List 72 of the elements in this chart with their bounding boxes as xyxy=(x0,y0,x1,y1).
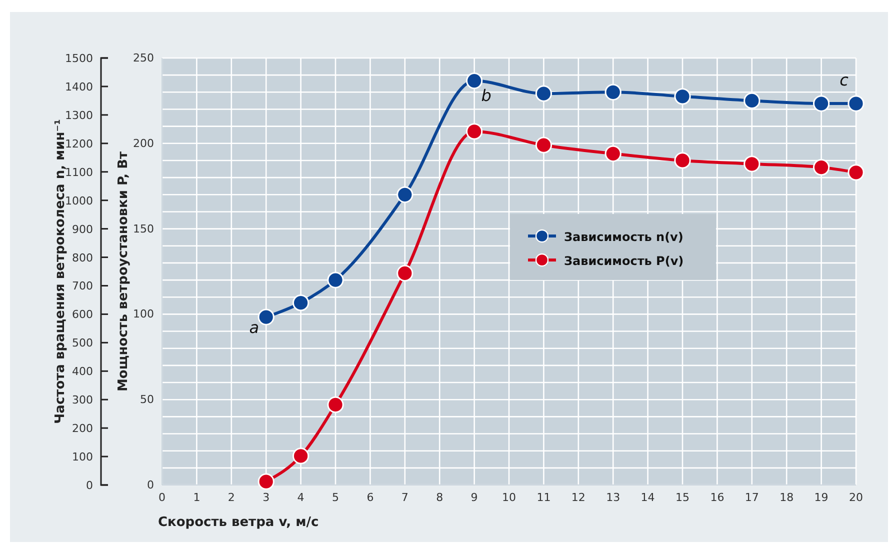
y2-tick-label: 1400 xyxy=(65,80,93,94)
point xyxy=(674,152,691,169)
point xyxy=(258,308,274,326)
y-axis-title: Мощность ветроустановки P, Вт xyxy=(116,150,131,392)
x-tick-label: 2 xyxy=(228,490,235,504)
x-tick-label: 20 xyxy=(849,490,863,504)
y-tick-label: 200 xyxy=(133,136,154,150)
point xyxy=(327,272,344,288)
point xyxy=(258,473,274,490)
y2-tick-label: 1100 xyxy=(65,166,93,179)
x-tick-label: 5 xyxy=(332,490,339,504)
point xyxy=(812,159,830,176)
y2-tick-label: 0 xyxy=(86,479,93,492)
y-tick-label: 150 xyxy=(133,222,154,236)
y2-tick-label: 700 xyxy=(72,280,93,293)
x-tick-label: 17 xyxy=(744,490,759,504)
legend-label: Зависимость P(v) xyxy=(564,254,684,268)
x-tick-label: 10 xyxy=(502,490,516,504)
x-tick-label: 14 xyxy=(640,490,655,504)
annotation: b xyxy=(481,86,492,105)
x-tick-label: 4 xyxy=(297,490,304,504)
x-tick-label: 15 xyxy=(676,490,690,504)
point xyxy=(812,95,830,112)
point xyxy=(292,448,310,464)
x-tick-label: 18 xyxy=(780,490,794,504)
point xyxy=(466,123,483,140)
y2-tick-label: 300 xyxy=(72,394,93,407)
y-tick-label: 0 xyxy=(147,478,154,492)
y2-tick-label: 1500 xyxy=(65,52,93,65)
y-tick-label: 100 xyxy=(133,308,154,321)
point xyxy=(604,145,622,162)
point xyxy=(535,85,552,102)
point xyxy=(848,95,864,112)
y2-tick-label: 600 xyxy=(72,308,93,322)
y2-tick-label: 500 xyxy=(72,336,93,350)
x-tick-label: 0 xyxy=(158,490,166,504)
y2-tick-label: 1200 xyxy=(65,137,93,150)
x-tick-label: 7 xyxy=(401,490,408,504)
y-tick-label: 250 xyxy=(133,52,154,65)
point xyxy=(674,88,691,105)
point xyxy=(466,72,483,90)
point xyxy=(396,186,414,203)
annotation: c xyxy=(840,70,849,90)
y2-tick-label: 1300 xyxy=(65,108,93,122)
x-tick-label: 16 xyxy=(710,490,724,504)
y2-tick-label: 100 xyxy=(72,450,93,464)
y2-tick-label: 200 xyxy=(72,422,93,436)
x-tick-label: 13 xyxy=(606,490,620,504)
x-tick-label: 19 xyxy=(814,490,828,504)
annotation: a xyxy=(249,318,260,338)
x-tick-label: 8 xyxy=(436,490,444,504)
x-tick-label: 9 xyxy=(470,490,478,504)
x-tick-label: 6 xyxy=(366,490,374,504)
y2-tick-label: 1000 xyxy=(65,194,93,208)
x-tick-label: 11 xyxy=(536,490,551,504)
x-axis-title: Скорость ветра v, м/с xyxy=(158,515,319,530)
point xyxy=(327,396,344,414)
point xyxy=(744,156,760,172)
point xyxy=(292,294,310,312)
point xyxy=(396,264,414,282)
point xyxy=(848,164,864,181)
y2-tick-label: 800 xyxy=(72,251,93,264)
point xyxy=(604,84,622,100)
point xyxy=(535,136,552,154)
x-tick-label: 3 xyxy=(262,490,270,504)
y2-tick-label: 900 xyxy=(72,222,93,236)
y2-tick-label: 400 xyxy=(72,365,93,378)
legend-label: Зависимость n(v) xyxy=(564,230,684,244)
y-tick-label: 50 xyxy=(140,393,154,406)
x-tick-label: 1 xyxy=(193,490,200,504)
point xyxy=(744,92,760,110)
x-tick-label: 12 xyxy=(571,490,586,504)
